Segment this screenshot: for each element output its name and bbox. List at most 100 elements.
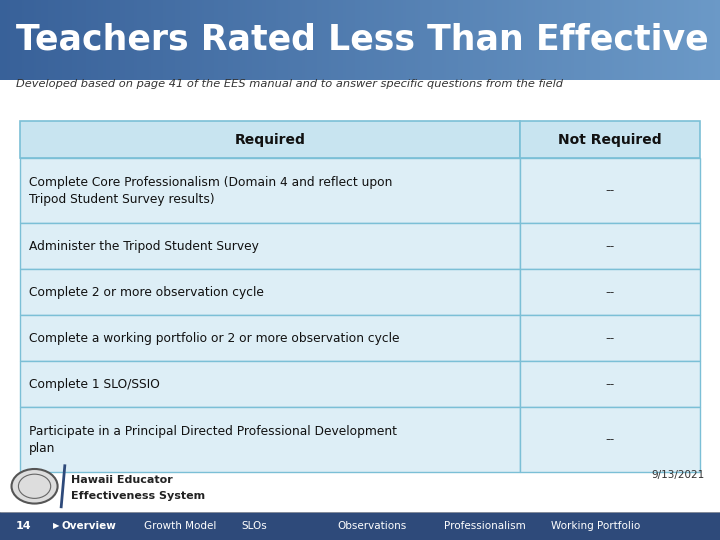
Bar: [562, 0, 564, 80]
Bar: [315, 0, 318, 80]
Bar: [204, 0, 207, 80]
Bar: [468, 0, 471, 80]
Bar: [434, 0, 438, 80]
Bar: [492, 0, 495, 80]
Bar: [360, 0, 363, 80]
Bar: [70, 0, 73, 80]
Bar: [171, 0, 174, 80]
Bar: [384, 0, 387, 80]
Bar: [310, 0, 312, 80]
Bar: [636, 0, 639, 80]
Bar: [120, 0, 123, 80]
Bar: [574, 0, 577, 80]
Bar: [7, 0, 10, 80]
Bar: [48, 0, 51, 80]
Bar: [135, 0, 138, 80]
Bar: [502, 0, 505, 80]
Bar: [675, 0, 678, 80]
Bar: [614, 0, 618, 80]
Bar: [163, 0, 166, 80]
Bar: [569, 0, 572, 80]
Text: Participate in a Principal Directed Professional Development
plan: Participate in a Principal Directed Prof…: [29, 425, 397, 455]
Bar: [708, 0, 711, 80]
Bar: [50, 0, 53, 80]
Bar: [523, 0, 526, 80]
Bar: [225, 0, 229, 80]
Bar: [711, 0, 714, 80]
Bar: [2, 0, 6, 80]
Bar: [355, 0, 359, 80]
Bar: [38, 0, 42, 80]
Bar: [55, 0, 58, 80]
Bar: [374, 0, 377, 80]
Bar: [485, 0, 488, 80]
Bar: [192, 0, 195, 80]
Bar: [0, 512, 720, 540]
Bar: [600, 0, 603, 80]
Bar: [341, 0, 344, 80]
Bar: [343, 0, 346, 80]
Bar: [122, 0, 125, 80]
Bar: [677, 0, 680, 80]
Bar: [391, 0, 395, 80]
Text: Observations: Observations: [337, 521, 406, 531]
Text: --: --: [605, 332, 614, 345]
Text: Working Portfolio: Working Portfolio: [551, 521, 640, 531]
Bar: [466, 0, 469, 80]
Bar: [77, 0, 80, 80]
Bar: [533, 0, 536, 80]
Bar: [94, 0, 96, 80]
Bar: [27, 0, 30, 80]
Bar: [53, 0, 56, 80]
Bar: [58, 0, 60, 80]
Bar: [125, 0, 128, 80]
Bar: [401, 0, 404, 80]
Bar: [19, 0, 22, 80]
Bar: [459, 0, 462, 80]
Bar: [9, 0, 13, 80]
Bar: [662, 0, 665, 80]
Bar: [67, 0, 71, 80]
Bar: [240, 0, 243, 80]
Circle shape: [12, 469, 58, 503]
Bar: [218, 0, 222, 80]
Bar: [475, 0, 478, 80]
Bar: [439, 0, 442, 80]
Bar: [29, 0, 32, 80]
Bar: [520, 122, 700, 158]
Bar: [211, 0, 215, 80]
Bar: [173, 0, 176, 80]
Bar: [526, 0, 528, 80]
Bar: [531, 0, 534, 80]
Bar: [243, 0, 246, 80]
Bar: [535, 0, 539, 80]
Bar: [655, 0, 658, 80]
Bar: [117, 0, 121, 80]
Bar: [252, 0, 255, 80]
Bar: [31, 0, 35, 80]
Bar: [274, 0, 276, 80]
Bar: [665, 0, 668, 80]
Text: Professionalism: Professionalism: [444, 521, 526, 531]
Text: Administer the Tripod Student Survey: Administer the Tripod Student Survey: [29, 240, 258, 253]
Bar: [415, 0, 418, 80]
Bar: [24, 0, 27, 80]
Bar: [207, 0, 210, 80]
Bar: [288, 0, 291, 80]
Bar: [571, 0, 575, 80]
Bar: [331, 0, 334, 80]
Bar: [168, 0, 171, 80]
Bar: [456, 0, 459, 80]
Bar: [293, 0, 296, 80]
Bar: [259, 0, 262, 80]
Bar: [81, 0, 85, 80]
Bar: [511, 0, 514, 80]
Bar: [182, 0, 186, 80]
Bar: [430, 0, 433, 80]
Bar: [197, 0, 200, 80]
Bar: [365, 0, 368, 80]
Bar: [403, 0, 406, 80]
Bar: [444, 0, 447, 80]
Bar: [110, 0, 114, 80]
Bar: [670, 0, 672, 80]
